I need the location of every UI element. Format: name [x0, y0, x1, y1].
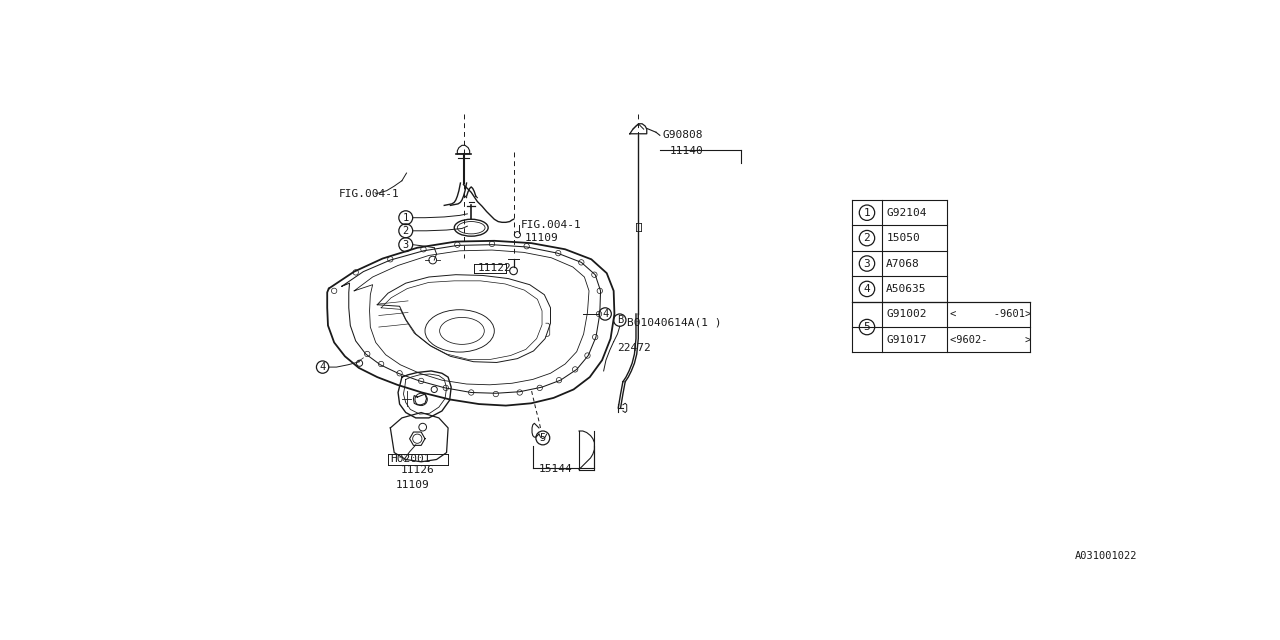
Text: A50635: A50635 — [886, 284, 927, 294]
Text: H02001: H02001 — [390, 454, 431, 464]
Text: 4: 4 — [864, 284, 870, 294]
Text: 1: 1 — [864, 208, 870, 218]
Text: 4: 4 — [320, 362, 325, 372]
Text: <      -9601>: < -9601> — [950, 309, 1032, 319]
Text: 11109: 11109 — [396, 480, 430, 490]
Text: <9602-      >: <9602- > — [950, 335, 1032, 345]
Text: 5: 5 — [864, 322, 870, 332]
Text: 11140: 11140 — [669, 146, 704, 156]
Text: A031001022: A031001022 — [1075, 551, 1137, 561]
Text: G92104: G92104 — [886, 208, 927, 218]
Text: G91017: G91017 — [886, 335, 927, 345]
Text: 15050: 15050 — [886, 233, 920, 243]
Text: 11109: 11109 — [525, 234, 559, 243]
Text: G91002: G91002 — [886, 309, 927, 319]
Text: 2: 2 — [864, 233, 870, 243]
Text: 11122: 11122 — [477, 263, 511, 273]
Text: G90808: G90808 — [662, 131, 703, 140]
Text: B01040614A(1 ): B01040614A(1 ) — [627, 317, 721, 328]
Text: 15144: 15144 — [539, 465, 572, 474]
Text: A7068: A7068 — [886, 259, 920, 269]
Text: 2: 2 — [403, 226, 408, 236]
Text: 5: 5 — [540, 433, 547, 443]
Text: B: B — [617, 315, 623, 325]
Text: 1: 1 — [403, 212, 408, 223]
Text: FIG.004-1: FIG.004-1 — [339, 189, 399, 199]
Text: 3: 3 — [403, 239, 408, 250]
Text: 22472: 22472 — [617, 343, 652, 353]
Text: FIG.004-1: FIG.004-1 — [521, 220, 581, 230]
Text: 11126: 11126 — [401, 465, 434, 476]
Text: 4: 4 — [602, 309, 608, 319]
Text: 3: 3 — [864, 259, 870, 269]
